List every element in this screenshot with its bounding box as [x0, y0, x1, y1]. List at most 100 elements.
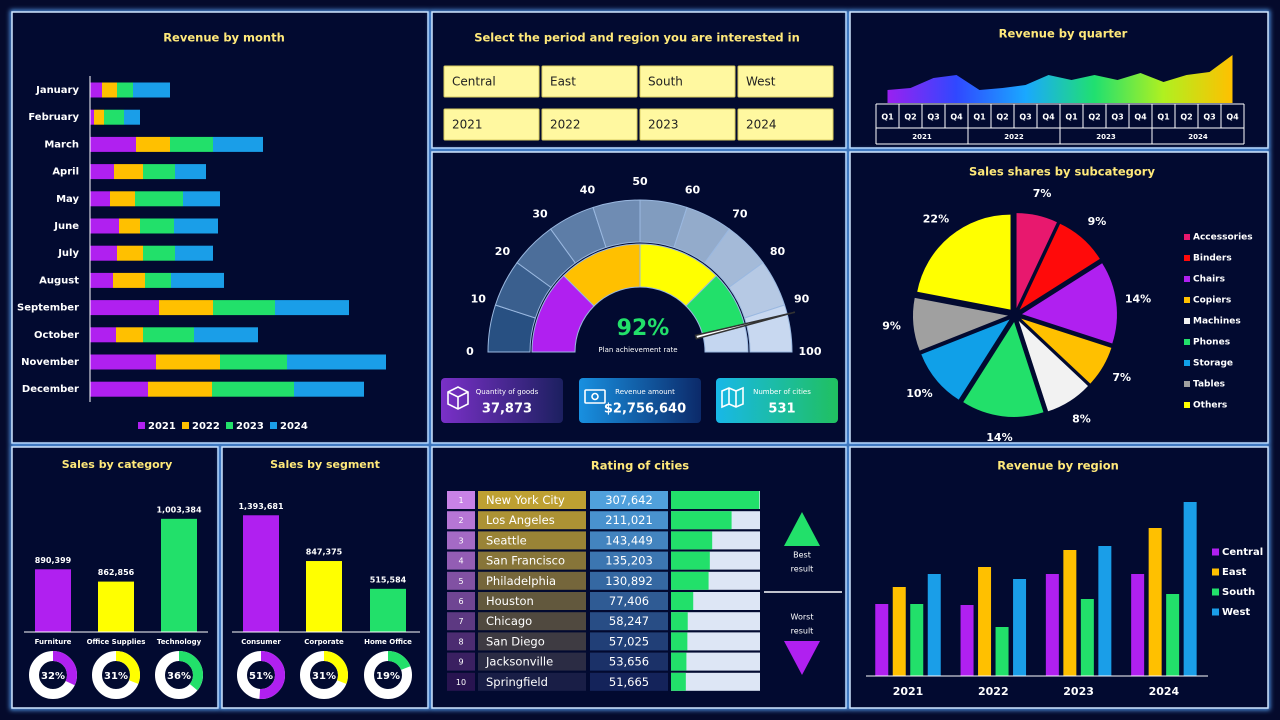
data-label: 890,399 — [35, 556, 72, 565]
x-tick-label: Q4 — [1226, 113, 1239, 122]
pie-slice — [1021, 263, 1117, 344]
slicer-label: 2023 — [648, 118, 679, 132]
bar-segment — [159, 300, 213, 316]
value-cell — [590, 672, 668, 691]
kpi-value: $2,756,640 — [604, 402, 686, 417]
bar-segment — [124, 109, 140, 125]
donut-arc — [29, 651, 77, 699]
table-title: Rating of cities — [591, 459, 689, 473]
city-cell — [478, 672, 586, 691]
bar — [243, 515, 279, 632]
slicer-label: South — [648, 75, 683, 89]
bar-segment — [104, 109, 124, 125]
gauge-tick-label: 10 — [471, 292, 487, 305]
rank-cell — [447, 531, 475, 550]
bar-segment — [90, 218, 119, 234]
bar-segment — [287, 354, 386, 370]
slicer-label: East — [550, 75, 576, 89]
bar-segment — [94, 109, 104, 125]
bar-segment — [294, 381, 364, 397]
x-tick-label: Q3 — [927, 113, 939, 122]
slicer-button[interactable] — [639, 65, 736, 98]
legend-swatch — [226, 422, 233, 429]
bar-segment — [135, 191, 183, 207]
bar-segment — [175, 245, 213, 261]
slicer-button[interactable] — [541, 65, 638, 98]
city-cell — [478, 612, 586, 631]
bar-track — [671, 652, 760, 671]
value-label: 211,021 — [605, 513, 653, 527]
bar-segment — [119, 218, 140, 234]
city-label: Los Angeles — [486, 513, 555, 527]
rank-label: 9 — [458, 658, 463, 667]
bar — [671, 612, 688, 631]
legend-label: Tables — [1193, 380, 1225, 390]
data-label: 8% — [1072, 413, 1091, 426]
donut-label: 31% — [312, 671, 336, 682]
bar-segment — [90, 136, 136, 152]
legend-swatch — [1184, 318, 1190, 324]
y-tick-label: April — [52, 167, 79, 178]
legend-label: 2021 — [148, 421, 176, 432]
gauge-tick-label: 90 — [794, 292, 810, 305]
pie-slice — [1018, 320, 1089, 412]
y-tick-label: October — [34, 330, 79, 341]
rank-label: 1 — [458, 496, 463, 505]
data-label: 9% — [1088, 215, 1107, 228]
value-label: 135,203 — [605, 554, 653, 568]
bar — [671, 511, 732, 530]
data-label: 862,856 — [98, 568, 135, 577]
slicer-button[interactable] — [639, 108, 736, 141]
slicer-button[interactable] — [737, 108, 834, 141]
x-tick-label: 2024 — [1149, 685, 1180, 698]
data-label: 7% — [1033, 187, 1052, 200]
data-label: 1,003,384 — [156, 505, 201, 514]
legend-label: Copiers — [1193, 296, 1231, 306]
pie-slice — [1021, 318, 1112, 384]
x-tick-label: Q4 — [950, 113, 963, 122]
slicer-button[interactable] — [737, 65, 834, 98]
bar — [306, 561, 342, 632]
x-tick-label: Consumer — [241, 638, 281, 646]
bar-segment — [148, 381, 212, 397]
slicer-button[interactable] — [541, 108, 638, 141]
value-cell — [590, 632, 668, 651]
x-tick-label: Technology — [157, 638, 202, 646]
rank-cell — [447, 511, 475, 530]
legend-label: Storage — [1193, 359, 1233, 369]
bar — [1148, 528, 1162, 676]
legend-swatch — [1184, 234, 1190, 240]
value-label: 130,892 — [605, 574, 653, 588]
chart-title: Sales by segment — [270, 458, 380, 471]
city-cell — [478, 571, 586, 590]
bar-track — [671, 672, 760, 691]
money-icon-coin — [591, 392, 599, 401]
city-cell — [478, 531, 586, 550]
data-label: 10% — [906, 387, 932, 400]
rank-label: 8 — [458, 637, 463, 646]
legend-swatch — [138, 422, 145, 429]
city-label: Houston — [486, 594, 534, 608]
box-icon — [447, 386, 469, 410]
bar — [671, 672, 686, 691]
chart-title: Revenue by quarter — [999, 27, 1128, 41]
slicer-button[interactable] — [443, 108, 540, 141]
slicer-label: 2021 — [452, 118, 483, 132]
bar-segment — [90, 82, 102, 98]
slicer-label: West — [746, 75, 776, 89]
donut-arc — [300, 651, 348, 699]
data-label: 515,584 — [370, 575, 407, 584]
bar-segment — [90, 300, 159, 316]
legend-swatch — [1184, 255, 1190, 261]
gauge-tick-label: 20 — [495, 245, 511, 258]
slicer-button[interactable] — [443, 65, 540, 98]
kpi-value: 531 — [768, 402, 795, 417]
rank-cell — [447, 551, 475, 570]
bar-segment — [90, 381, 148, 397]
gauge-tick-label: 30 — [532, 207, 548, 220]
legend-label: Machines — [1193, 317, 1241, 327]
kpi-label: Quantity of goods — [476, 388, 539, 396]
city-cell — [478, 551, 586, 570]
rank-cell — [447, 592, 475, 610]
rank-cell — [447, 612, 475, 631]
